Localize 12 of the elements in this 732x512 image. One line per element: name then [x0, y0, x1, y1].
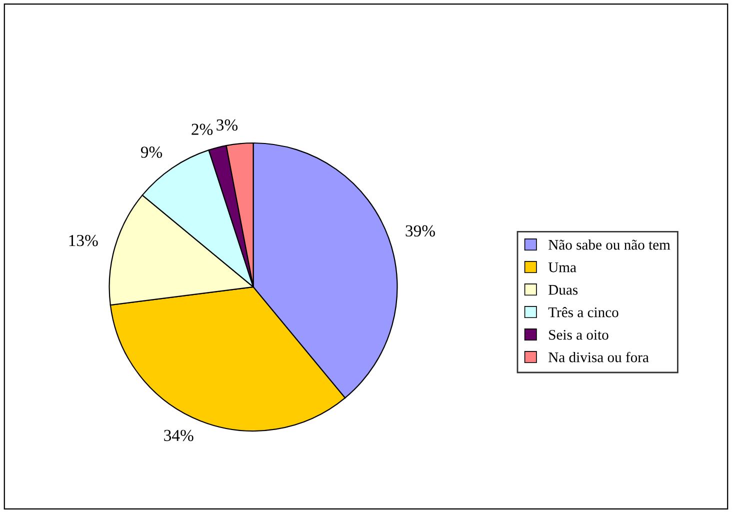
legend-label: Uma — [548, 262, 576, 272]
legend-label: Na divisa ou fora — [548, 352, 649, 362]
data-label: 3% — [216, 119, 238, 131]
data-label: 9% — [140, 146, 162, 158]
legend-label: Três a cinco — [548, 306, 618, 318]
legend-label: Não sabe ou não tem — [548, 239, 670, 250]
data-label: 13% — [69, 234, 98, 246]
data-label: 34% — [164, 430, 194, 442]
data-label: 2% — [192, 124, 213, 136]
data-label: 39% — [406, 225, 435, 237]
legend-label: Seis a oito — [549, 330, 608, 340]
legend-label: Duas — [548, 285, 578, 295]
